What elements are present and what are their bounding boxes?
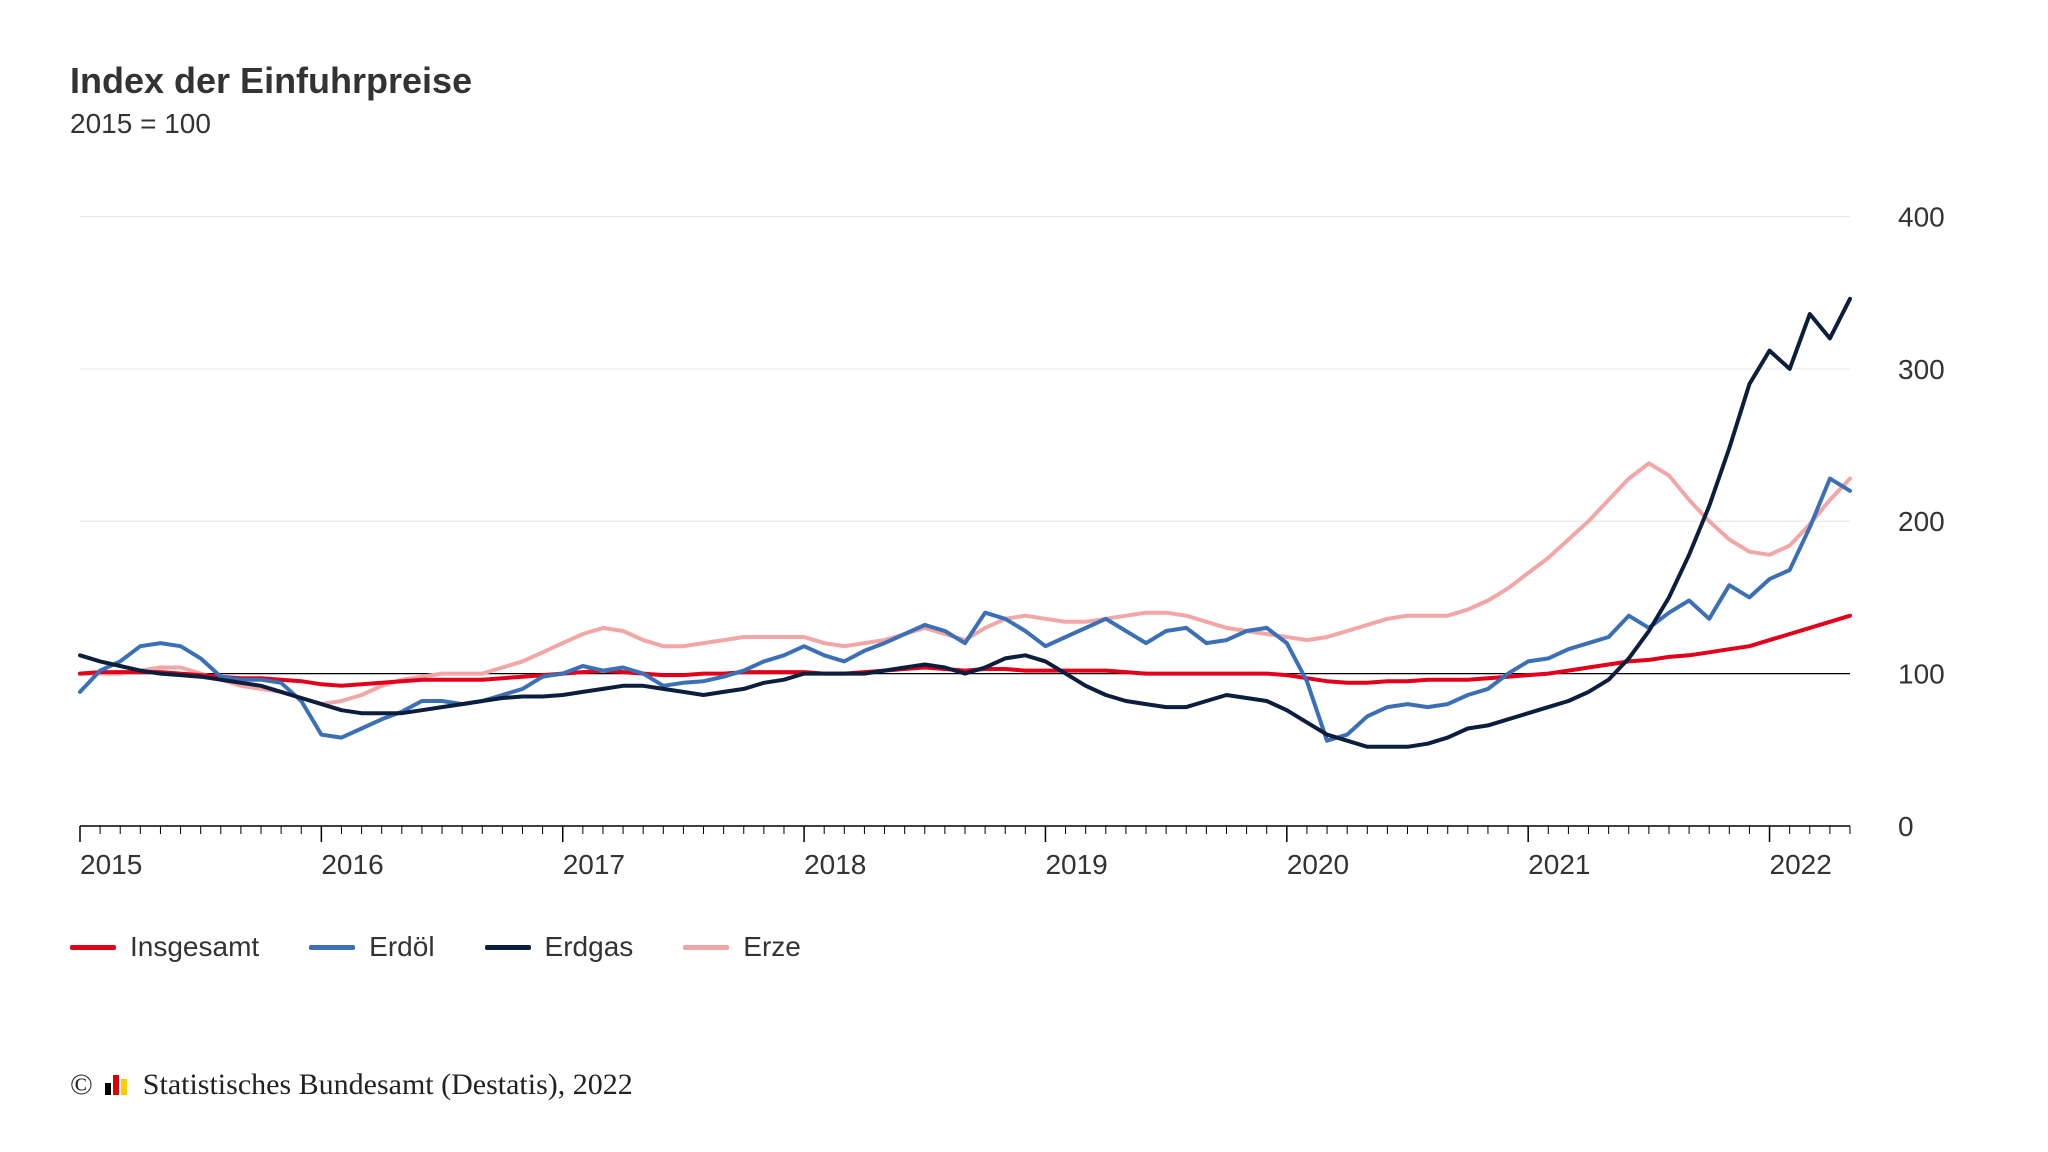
legend-item-erdgas: Erdgas <box>485 931 634 963</box>
chart-footer: © Statistisches Bundesamt (Destatis), 20… <box>70 1068 633 1102</box>
legend-item-erze: Erze <box>683 931 801 963</box>
footer-text: Statistisches Bundesamt (Destatis), 2022 <box>143 1068 633 1102</box>
svg-text:2022: 2022 <box>1770 849 1832 880</box>
svg-text:2018: 2018 <box>804 849 866 880</box>
svg-text:200: 200 <box>1898 506 1945 537</box>
legend-swatch-icon <box>309 945 355 950</box>
line-chart-svg: 0 100 200 300 400 2015 2016 2017 2018 2019 2020 202… <box>70 176 1978 896</box>
copyright-symbol: © <box>70 1068 93 1102</box>
legend-swatch-icon <box>683 945 729 950</box>
legend-label: Erze <box>743 931 801 963</box>
legend-item-insgesamt: Insgesamt <box>70 931 259 963</box>
legend: Insgesamt Erdöl Erdgas Erze <box>70 931 1978 963</box>
svg-text:0: 0 <box>1898 811 1914 842</box>
svg-text:2016: 2016 <box>321 849 383 880</box>
chart-subtitle: 2015 = 100 <box>70 108 1978 140</box>
legend-swatch-icon <box>485 945 531 950</box>
legend-label: Erdöl <box>369 931 434 963</box>
svg-text:400: 400 <box>1898 201 1945 232</box>
svg-text:300: 300 <box>1898 354 1945 385</box>
destatis-logo-icon <box>105 1075 127 1095</box>
legend-label: Erdgas <box>545 931 634 963</box>
legend-label: Insgesamt <box>130 931 259 963</box>
legend-item-erdoel: Erdöl <box>309 931 434 963</box>
svg-text:2019: 2019 <box>1045 849 1107 880</box>
svg-text:2020: 2020 <box>1287 849 1349 880</box>
chart-title: Index der Einfuhrpreise <box>70 60 1978 102</box>
svg-text:2021: 2021 <box>1528 849 1590 880</box>
svg-text:2015: 2015 <box>80 849 142 880</box>
svg-text:2017: 2017 <box>563 849 625 880</box>
legend-swatch-icon <box>70 945 116 950</box>
plot-area: 0 100 200 300 400 2015 2016 2017 2018 2019 2020 202… <box>70 176 1978 901</box>
svg-text:100: 100 <box>1898 659 1945 690</box>
chart-container: Index der Einfuhrpreise 2015 = 100 0 100 2… <box>0 0 2048 1152</box>
